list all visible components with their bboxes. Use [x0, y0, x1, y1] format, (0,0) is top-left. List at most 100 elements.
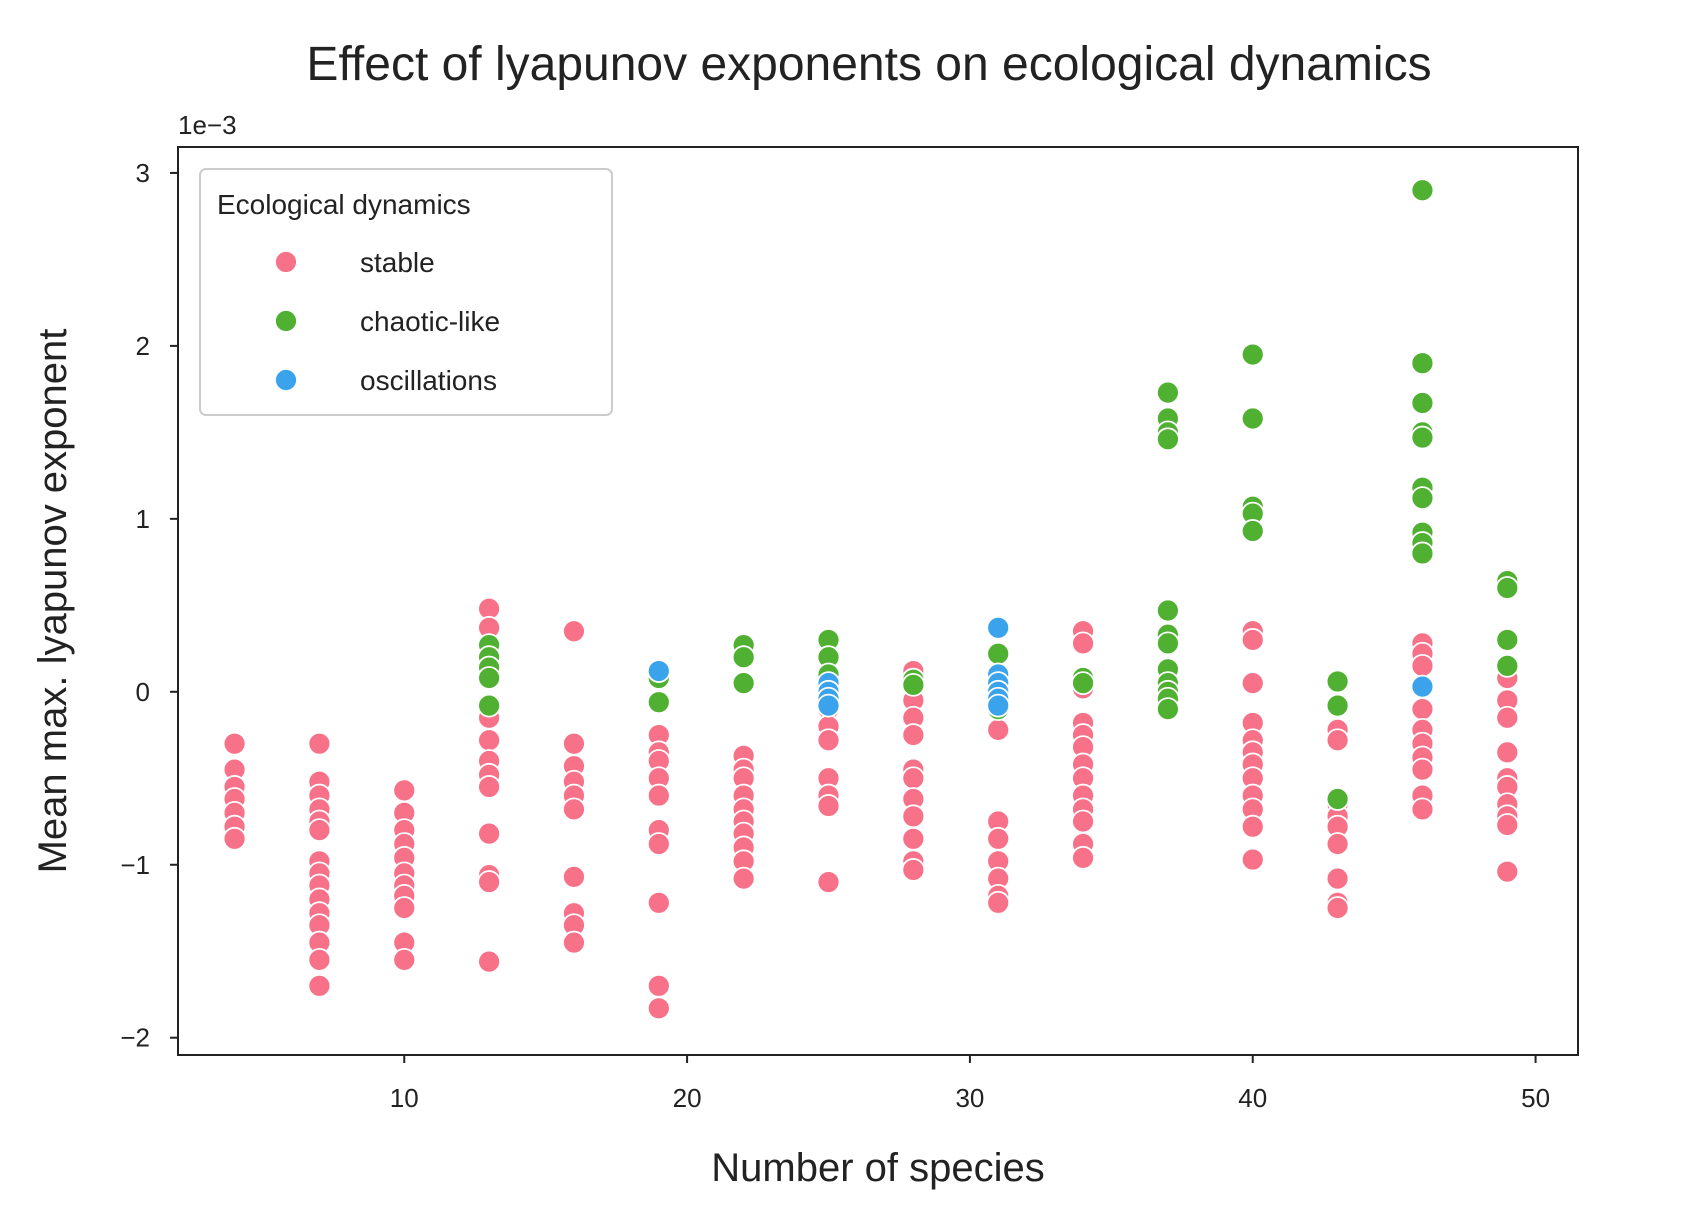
y-tick-label: −1	[120, 850, 150, 880]
data-point-chaotic-like	[1495, 576, 1520, 600]
data-point-stable	[1071, 809, 1095, 834]
data-point-stable	[1325, 832, 1350, 856]
data-point-stable	[901, 858, 926, 882]
data-point-stable	[562, 930, 586, 955]
data-point-oscillations	[986, 615, 1011, 640]
data-point-stable	[562, 797, 586, 822]
y-axis-offset-label: 1e−3	[178, 110, 237, 140]
chart-title: Effect of lyapunov exponents on ecologic…	[306, 38, 1431, 91]
legend-label-oscillations: oscillations	[360, 365, 497, 396]
data-point-stable	[307, 731, 332, 756]
data-point-stable	[477, 821, 502, 846]
data-point-chaotic-like	[1155, 427, 1180, 452]
data-point-stable	[1495, 740, 1520, 765]
data-point-stable	[562, 731, 586, 756]
data-point-stable	[901, 804, 926, 829]
plot-area-frame	[177, 146, 1579, 1056]
data-point-chaotic-like	[1495, 653, 1520, 678]
data-point-stable	[901, 826, 926, 851]
data-point-stable	[646, 832, 671, 856]
data-point-chaotic-like	[477, 693, 502, 718]
data-point-chaotic-like	[1325, 787, 1350, 811]
data-point-stable	[901, 723, 926, 747]
data-point-chaotic-like	[1410, 351, 1435, 376]
data-point-chaotic-like	[1410, 178, 1435, 203]
data-point-chaotic-like	[1240, 406, 1265, 431]
data-point-stable	[477, 870, 502, 894]
x-tick-label: 10	[390, 1083, 419, 1113]
data-point-stable	[816, 794, 841, 818]
data-point-chaotic-like	[1495, 628, 1520, 652]
data-point-chaotic-like	[477, 666, 502, 690]
data-point-stable	[222, 731, 247, 756]
data-point-stable	[477, 775, 502, 799]
y-tick-label: 2	[136, 331, 150, 361]
data-point-stable	[562, 864, 586, 889]
data-point-stable	[1240, 671, 1265, 696]
data-point-stable	[1495, 859, 1520, 884]
data-point-oscillations	[816, 693, 841, 718]
y-tick-label: −2	[120, 1023, 150, 1053]
data-point-chaotic-like	[731, 671, 756, 696]
data-point-chaotic-like	[1325, 693, 1350, 718]
data-point-stable	[307, 973, 332, 998]
data-point-stable	[901, 766, 926, 791]
axes: 10 20 30 40 50 −2 −1 0 1 2 3	[120, 158, 1550, 1113]
data-point-chaotic-like	[1410, 486, 1435, 510]
series-oscillations	[646, 615, 1435, 718]
data-point-stable	[1240, 814, 1265, 839]
data-point-stable	[646, 890, 671, 915]
data-point-stable	[1325, 896, 1350, 920]
data-point-stable	[1325, 728, 1350, 753]
data-point-stable	[1495, 813, 1520, 837]
y-axis-label: Mean max. lyapunov exponent	[31, 329, 75, 874]
data-point-stable	[562, 619, 586, 644]
x-axis-label: Number of species	[711, 1146, 1044, 1190]
data-point-stable	[477, 728, 502, 753]
data-point-chaotic-like	[1410, 391, 1435, 415]
data-point-stable	[1410, 757, 1435, 782]
legend-label-stable: stable	[360, 247, 435, 278]
data-point-stable	[307, 947, 332, 972]
data-point-stable	[1071, 845, 1095, 870]
data-point-stable	[816, 728, 841, 753]
data-point-chaotic-like	[646, 690, 671, 715]
data-point-stable	[392, 896, 417, 920]
data-point-stable	[392, 947, 417, 972]
legend-box	[199, 168, 613, 416]
series-stable	[222, 567, 1520, 1021]
data-point-stable	[646, 996, 671, 1021]
data-point-chaotic-like	[1155, 697, 1180, 721]
data-point-stable	[646, 973, 671, 998]
data-point-stable	[816, 870, 841, 894]
x-tick-label: 40	[1238, 1083, 1267, 1113]
legend: Ecological dynamics stable chaotic-like osc…	[199, 168, 613, 416]
y-tick-label: 0	[136, 677, 150, 707]
data-point-chaotic-like	[901, 672, 926, 697]
data-point-stable	[1325, 866, 1350, 891]
legend-marker-oscillations	[274, 368, 298, 392]
data-point-oscillations	[1410, 674, 1435, 699]
y-tick-label: 1	[136, 504, 150, 534]
data-point-oscillations	[646, 659, 671, 683]
data-point-chaotic-like	[1155, 598, 1180, 623]
data-point-chaotic-like	[1240, 342, 1265, 367]
data-point-chaotic-like	[1071, 671, 1095, 696]
data-point-chaotic-like	[1325, 669, 1350, 694]
x-tick-label: 50	[1521, 1083, 1550, 1113]
legend-title: Ecological dynamics	[217, 189, 471, 220]
series-chaotic-like	[477, 178, 1520, 811]
legend-label-chaotic-like: chaotic-like	[360, 306, 500, 337]
data-point-stable	[1410, 797, 1435, 822]
data-point-stable	[986, 890, 1011, 915]
data-point-chaotic-like	[986, 641, 1011, 666]
data-point-chaotic-like	[1410, 541, 1435, 566]
legend-marker-chaotic-like	[274, 309, 298, 333]
data-point-chaotic-like	[731, 645, 756, 670]
data-point-stable	[477, 949, 502, 974]
data-point-stable	[1071, 631, 1095, 656]
data-point-chaotic-like	[1240, 519, 1265, 543]
data-point-stable	[986, 826, 1011, 851]
